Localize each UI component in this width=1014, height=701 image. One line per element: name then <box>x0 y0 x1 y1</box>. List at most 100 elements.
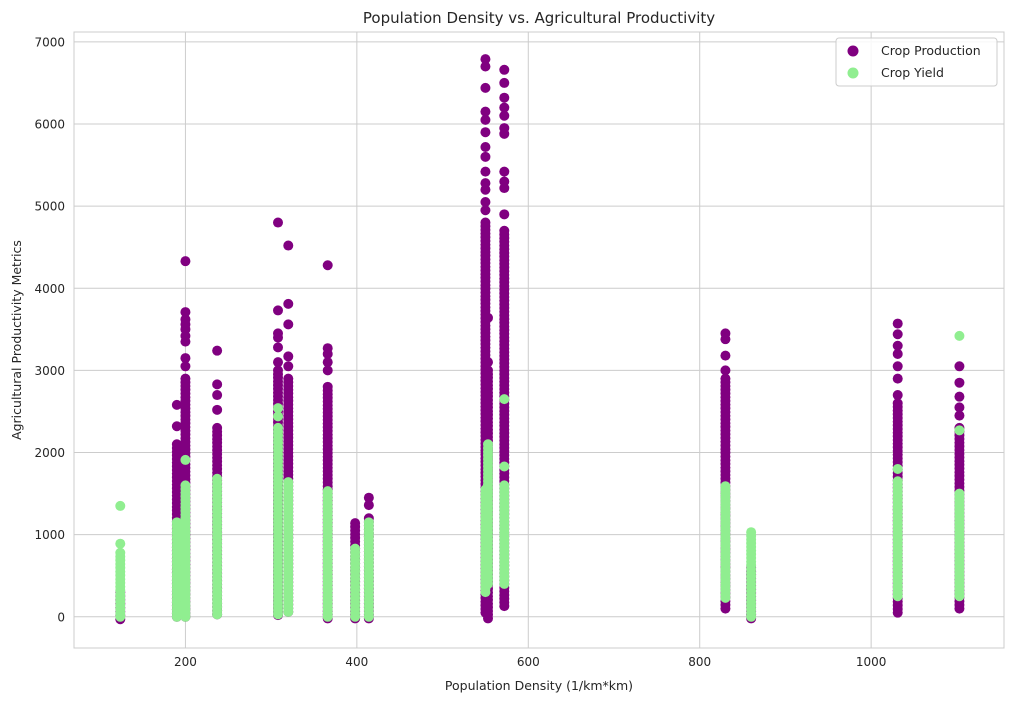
data-point <box>322 260 333 271</box>
data-point <box>273 403 283 414</box>
data-point <box>892 476 903 487</box>
data-point <box>283 361 294 372</box>
plot-frame <box>73 31 1005 649</box>
legend-label-crop-yield: Crop Yield <box>881 65 944 80</box>
data-point <box>499 123 510 134</box>
data-point <box>954 377 965 388</box>
data-point <box>892 463 903 474</box>
y-axis-label: Agricultural Productivity Metrics <box>9 240 24 440</box>
data-point <box>499 92 510 103</box>
x-tick-labels: 200 400 600 800 1000 <box>174 655 886 669</box>
data-point <box>273 342 283 353</box>
data-point <box>499 176 510 187</box>
data-point <box>499 77 510 88</box>
data-point <box>350 518 361 529</box>
plot-area <box>74 32 1004 648</box>
y-tick-label: 2000 <box>34 446 65 460</box>
data-point <box>283 351 294 362</box>
data-point <box>954 391 965 402</box>
y-tick-label: 7000 <box>34 35 65 49</box>
data-point <box>480 54 491 65</box>
data-point <box>363 517 374 528</box>
legend-marker-crop-production <box>847 45 859 57</box>
data-point <box>283 298 294 309</box>
data-point <box>115 500 126 511</box>
y-tick-label: 5000 <box>34 200 65 214</box>
data-point <box>892 373 903 384</box>
data-points <box>115 54 965 625</box>
data-point <box>499 480 510 491</box>
data-point <box>892 329 903 340</box>
data-point <box>499 225 510 236</box>
y-tick-label: 3000 <box>34 364 65 378</box>
data-point <box>322 343 333 354</box>
data-point <box>212 379 223 390</box>
data-point <box>892 340 903 351</box>
data-point <box>212 345 223 356</box>
data-point <box>499 102 510 113</box>
y-tick-label: 4000 <box>34 282 65 296</box>
data-point <box>483 357 493 368</box>
data-point <box>954 361 965 372</box>
data-point <box>212 473 223 484</box>
data-point <box>480 151 491 162</box>
data-point <box>273 357 283 368</box>
legend-label-crop-production: Crop Production <box>881 43 981 58</box>
data-point <box>480 166 491 177</box>
data-point <box>350 543 361 554</box>
y-tick-labels: 0 1000 2000 3000 4000 5000 6000 7000 <box>34 35 65 624</box>
data-point <box>283 477 294 488</box>
data-point <box>115 547 126 558</box>
data-point <box>283 373 294 384</box>
data-point <box>273 365 283 376</box>
data-point <box>180 480 191 491</box>
data-point <box>171 399 182 410</box>
data-point <box>954 425 965 436</box>
data-point <box>746 527 757 538</box>
data-point <box>180 361 191 372</box>
data-point <box>483 365 493 376</box>
data-point <box>180 314 191 325</box>
grid <box>74 32 1004 648</box>
y-tick-label: 6000 <box>34 117 65 131</box>
data-point <box>892 390 903 401</box>
legend-box <box>835 37 998 87</box>
data-point <box>499 166 510 177</box>
data-point <box>171 439 182 450</box>
data-point <box>483 439 493 450</box>
data-point <box>273 305 283 316</box>
data-point <box>954 410 965 421</box>
data-point <box>720 350 731 361</box>
data-point <box>480 205 491 216</box>
legend: Crop Production Crop Yield <box>835 37 998 87</box>
data-point <box>322 381 333 392</box>
x-tick-label: 1000 <box>856 655 887 669</box>
data-point <box>892 361 903 372</box>
data-point <box>499 394 510 405</box>
data-point <box>483 312 493 323</box>
data-point <box>212 390 223 401</box>
data-point <box>480 197 491 208</box>
data-point <box>499 110 510 121</box>
data-point <box>480 217 491 228</box>
data-point <box>499 461 510 472</box>
data-point <box>499 209 510 220</box>
data-point <box>892 318 903 329</box>
data-point <box>171 421 182 432</box>
data-point <box>480 141 491 152</box>
y-tick-label: 0 <box>57 610 65 624</box>
data-point <box>480 127 491 138</box>
data-point <box>720 373 731 384</box>
data-point <box>363 492 374 503</box>
x-tick-label: 200 <box>174 655 197 669</box>
data-point <box>283 240 294 251</box>
data-point <box>212 404 223 415</box>
data-point <box>499 64 510 75</box>
data-point <box>954 330 965 341</box>
data-point <box>322 486 333 497</box>
data-point <box>180 373 191 384</box>
data-point <box>322 357 333 368</box>
data-point <box>273 422 283 433</box>
data-point <box>720 481 731 492</box>
